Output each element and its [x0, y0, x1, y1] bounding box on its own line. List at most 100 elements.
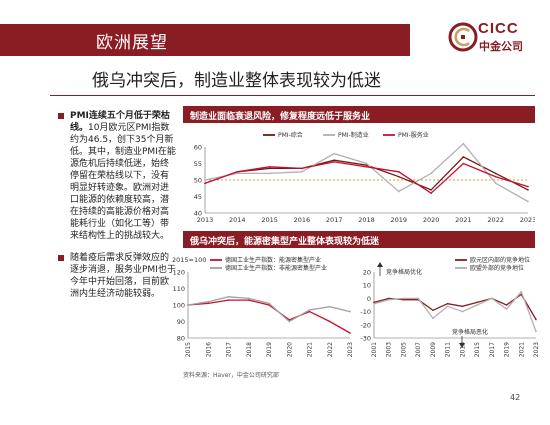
x-tick-label: 2020: [286, 342, 293, 357]
x-tick-label: 2020: [423, 216, 440, 224]
data-point: [227, 295, 230, 298]
data-point: [402, 297, 405, 300]
series-line: [373, 290, 537, 332]
series-line: [204, 142, 529, 203]
data-point: [520, 291, 523, 293]
data-point: [462, 156, 465, 158]
logo-sub-text: 中金公司: [479, 40, 523, 53]
legend-label: 德国工业生产指数：能源密集型产业: [225, 256, 321, 264]
legend-label: PMI-制造业: [338, 131, 369, 139]
y-tick-label: 120: [173, 269, 185, 277]
data-point: [365, 164, 368, 166]
cicc-logo: CICC 中金公司: [448, 18, 544, 58]
x-tick-label: 2019: [266, 342, 273, 357]
x-tick-label: 2023: [520, 216, 535, 224]
bullet-item: 随着疫后需求反弹效应的逐步消退，服务业PMI也于今年中开始回落，目前欧洲内生经济…: [58, 252, 176, 300]
legend-label: 欧盟外部的竞争地位: [470, 264, 524, 272]
x-tick-label: 2001: [371, 342, 378, 357]
x-tick-label: 2022: [487, 216, 504, 224]
legend-label: 欧元区内部的竞争地位: [470, 256, 530, 264]
data-point: [333, 161, 335, 163]
industrial-production-chart: 2015=100 80 90 100 110 120 2015 2016 2017 2018 201…: [172, 256, 354, 357]
data-point: [308, 309, 311, 311]
x-tick-label: 2011: [445, 342, 452, 357]
data-point: [301, 167, 303, 170]
chart2-heading: 俄乌冲突后，能源密集型产业整体表现较为低迷: [183, 231, 535, 248]
y-tick-label: 90: [177, 318, 185, 326]
x-tick-label: 2018: [358, 216, 375, 224]
x-tick-label: 2017: [489, 342, 496, 357]
y-tick-label: 100: [173, 302, 185, 310]
x-tick-label: 2017: [226, 342, 233, 357]
header: 欧洲展望 CICC 中金公司: [0, 0, 550, 62]
data-point: [227, 299, 230, 301]
page-number: 42: [510, 393, 521, 402]
data-point: [446, 302, 449, 305]
x-tick-label: 2016: [294, 216, 311, 224]
x-tick-label: 2021: [518, 342, 525, 357]
data-point: [187, 304, 189, 306]
data-point: [398, 170, 400, 173]
data-point: [494, 182, 497, 185]
slide-subtitle: 俄乌冲突后，制造业整体表现较为低迷: [92, 71, 381, 91]
y-tick-label: -10: [360, 308, 371, 316]
data-point: [333, 152, 335, 155]
data-point: [247, 299, 250, 301]
data-point: [328, 320, 331, 323]
data-point: [417, 297, 419, 300]
series-line: [187, 296, 351, 323]
x-tick-label: 2022: [327, 342, 334, 357]
data-point: [207, 302, 210, 305]
x-tick-label: 2023: [533, 342, 540, 357]
data-point: [373, 301, 375, 304]
data-point: [268, 172, 271, 175]
data-point: [204, 179, 206, 181]
data-point: [328, 305, 331, 308]
x-tick-label: 2003: [386, 342, 393, 357]
legend-label: PMI-综合: [278, 131, 303, 139]
y-tick-label: 60: [194, 144, 202, 152]
data-point: [288, 320, 291, 323]
data-point: [268, 166, 271, 168]
arrow-down-head-icon: [459, 343, 465, 348]
data-point: [491, 297, 493, 300]
x-tick-label: 2021: [455, 216, 472, 224]
data-point: [349, 332, 351, 334]
x-tick-label: 2021: [307, 342, 314, 357]
data-point: [461, 305, 464, 308]
data-point: [402, 298, 405, 301]
data-point: [535, 318, 537, 321]
data-point: [430, 189, 432, 191]
logo-mark-icon: [448, 22, 478, 52]
chart1-heading: 制造业面临衰退风险，修复程度远低于服务业: [183, 106, 535, 123]
y-tick-label: 50: [194, 177, 202, 185]
data-point: [494, 172, 497, 175]
data-point: [236, 172, 239, 175]
pmi-chart: 40 45 50 55 60 2013 2014 2015 2016 2017 2018 2019 20…: [194, 131, 535, 224]
data-point: [430, 172, 432, 175]
x-tick-label: 2014: [229, 216, 246, 224]
data-point: [527, 200, 529, 203]
source-note: 资料来源：Haver，中金公司研究部: [183, 372, 279, 379]
x-tick-label: 2017: [326, 216, 343, 224]
bullet-item: PMI连续五个月低于荣枯线。10月欧元区PMI指数约为46.5，创下35个月新低…: [58, 110, 176, 242]
data-point: [527, 185, 529, 188]
page-section-title: 欧洲展望: [96, 33, 168, 53]
data-point: [494, 175, 497, 178]
data-point: [430, 192, 432, 194]
x-tick-label: 2007: [415, 342, 422, 357]
bullet-list: PMI连续五个月低于荣枯线。10月欧元区PMI指数约为46.5，创下35个月新低…: [58, 110, 176, 310]
bullet-title: PMI连续五个月低于荣枯线。: [70, 111, 170, 133]
y-tick-label: 110: [173, 285, 185, 293]
x-tick-label: 2015: [474, 342, 481, 357]
data-point: [247, 297, 250, 300]
data-point: [207, 300, 210, 303]
data-point: [387, 297, 390, 300]
data-point: [398, 190, 400, 193]
x-tick-label: 2016: [205, 342, 212, 357]
data-point: [204, 182, 206, 185]
x-tick-label: 2019: [504, 342, 511, 357]
y-tick-label: 40: [194, 210, 202, 218]
series-line: [373, 293, 537, 320]
data-point: [505, 304, 508, 306]
